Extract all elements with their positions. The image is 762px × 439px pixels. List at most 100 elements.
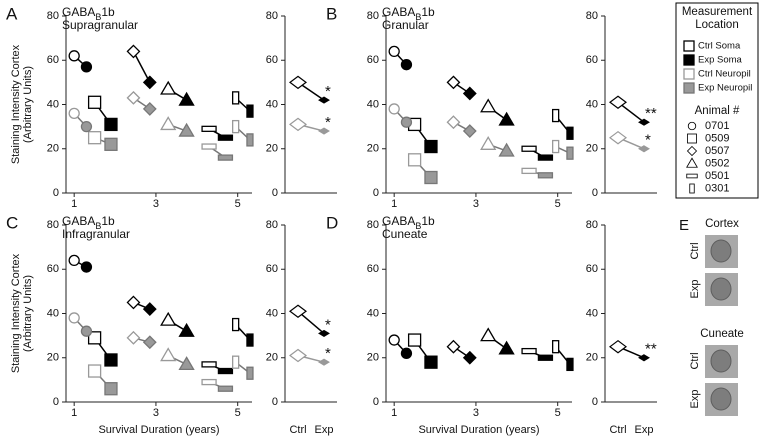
title-part: 1b bbox=[421, 5, 435, 19]
y-axis-label: (Arbitrary Units) bbox=[22, 275, 34, 352]
point bbox=[231, 355, 240, 369]
significance: ** bbox=[645, 105, 657, 122]
mean-point bbox=[289, 348, 307, 363]
point bbox=[388, 103, 400, 115]
y-tick-label: 60 bbox=[47, 54, 59, 66]
legend-swatch bbox=[683, 54, 695, 66]
point bbox=[201, 143, 217, 150]
x-tick-label: 3 bbox=[153, 198, 159, 210]
image-group-title: Cuneate bbox=[700, 328, 743, 340]
point bbox=[217, 154, 234, 161]
y-tick-label: 60 bbox=[586, 263, 598, 275]
legend-label: Ctrl Soma bbox=[698, 41, 741, 52]
point bbox=[178, 91, 195, 106]
title-part: B bbox=[415, 221, 421, 231]
legend-marker bbox=[687, 121, 697, 131]
y-tick-label: 0 bbox=[272, 187, 278, 199]
panel-subtitle: Supragranular bbox=[62, 18, 138, 32]
y-axis-label: Staining Intensity Cortex bbox=[10, 253, 22, 373]
point bbox=[400, 116, 413, 128]
mean-point bbox=[318, 358, 330, 366]
legend-title: Location bbox=[695, 19, 738, 31]
point bbox=[246, 133, 254, 147]
image-group-title: Cortex bbox=[705, 218, 739, 230]
panel-subtitle: Granular bbox=[382, 18, 429, 32]
point bbox=[80, 261, 93, 273]
x-tick-label: 3 bbox=[473, 407, 479, 419]
point bbox=[246, 333, 254, 347]
title-part: B bbox=[95, 12, 101, 22]
point bbox=[126, 44, 141, 59]
significance: ** bbox=[645, 341, 657, 358]
title-part: GABA bbox=[62, 5, 95, 19]
y-tick-label: 60 bbox=[266, 263, 278, 275]
point bbox=[142, 335, 157, 350]
x-tick-label: 5 bbox=[235, 407, 241, 419]
panel-title: GABAB1b bbox=[62, 5, 115, 22]
point bbox=[521, 347, 537, 355]
mean-point bbox=[609, 339, 627, 354]
point bbox=[521, 167, 537, 175]
x-tick-label: Ctrl bbox=[609, 424, 626, 436]
point bbox=[178, 356, 195, 371]
point bbox=[551, 340, 560, 354]
y-tick-label: 0 bbox=[373, 187, 379, 199]
mean-point bbox=[289, 304, 307, 319]
y-axis-label: Staining Intensity Cortex bbox=[10, 44, 22, 164]
y-tick-label: 20 bbox=[266, 143, 278, 155]
x-tick-label: 1 bbox=[391, 407, 397, 419]
point bbox=[424, 139, 438, 154]
significance: * bbox=[325, 83, 331, 100]
y-tick-label: 20 bbox=[47, 352, 59, 364]
x-axis-label: Survival Duration (years) bbox=[418, 424, 539, 436]
y-tick-label: 60 bbox=[586, 54, 598, 66]
image-row-label: Ctrl bbox=[689, 242, 701, 259]
y-tick-label: 80 bbox=[266, 219, 278, 231]
panel-subtitle: Cuneate bbox=[382, 227, 428, 241]
point bbox=[498, 111, 515, 126]
y-tick-label: 60 bbox=[47, 263, 59, 275]
micrograph-cell bbox=[710, 349, 732, 373]
x-tick-label: 1 bbox=[71, 407, 77, 419]
significance: * bbox=[325, 345, 331, 362]
x-tick-label: 1 bbox=[391, 198, 397, 210]
point bbox=[446, 75, 461, 90]
point bbox=[160, 347, 177, 362]
point bbox=[388, 45, 400, 58]
point bbox=[87, 131, 102, 145]
point bbox=[201, 125, 217, 132]
point bbox=[68, 50, 80, 62]
point bbox=[160, 116, 177, 131]
legend-title: Measurement bbox=[682, 6, 753, 18]
y-tick-label: 40 bbox=[586, 98, 598, 110]
legend-box bbox=[675, 2, 759, 199]
legend-swatch bbox=[683, 40, 695, 52]
point bbox=[446, 339, 461, 354]
point bbox=[424, 170, 438, 185]
legend-animal: 0701 bbox=[705, 120, 729, 132]
panel-title: GABAB1b bbox=[382, 5, 435, 22]
x-tick-label: 5 bbox=[555, 407, 561, 419]
legend-animal: 0509 bbox=[705, 132, 729, 144]
y-tick-label: 0 bbox=[373, 396, 379, 408]
point bbox=[104, 137, 118, 151]
point bbox=[217, 385, 234, 392]
title-part: B bbox=[415, 12, 421, 22]
y-tick-label: 60 bbox=[367, 54, 379, 66]
title-part: 1b bbox=[421, 214, 435, 228]
micrograph-cell bbox=[710, 387, 732, 411]
x-tick-label: Exp bbox=[635, 424, 654, 436]
x-tick-label: Ctrl bbox=[289, 424, 306, 436]
y-tick-label: 40 bbox=[47, 98, 59, 110]
x-tick-label: 3 bbox=[153, 407, 159, 419]
point bbox=[462, 86, 477, 101]
legend-marker bbox=[687, 133, 697, 144]
mean-point bbox=[609, 130, 627, 145]
point bbox=[142, 75, 157, 90]
micrograph-cell bbox=[710, 277, 732, 301]
legend-label: Exp Neuropil bbox=[698, 83, 752, 94]
point bbox=[400, 347, 413, 359]
point bbox=[126, 295, 141, 310]
point bbox=[231, 119, 240, 134]
image-row-label: Ctrl bbox=[689, 352, 701, 369]
